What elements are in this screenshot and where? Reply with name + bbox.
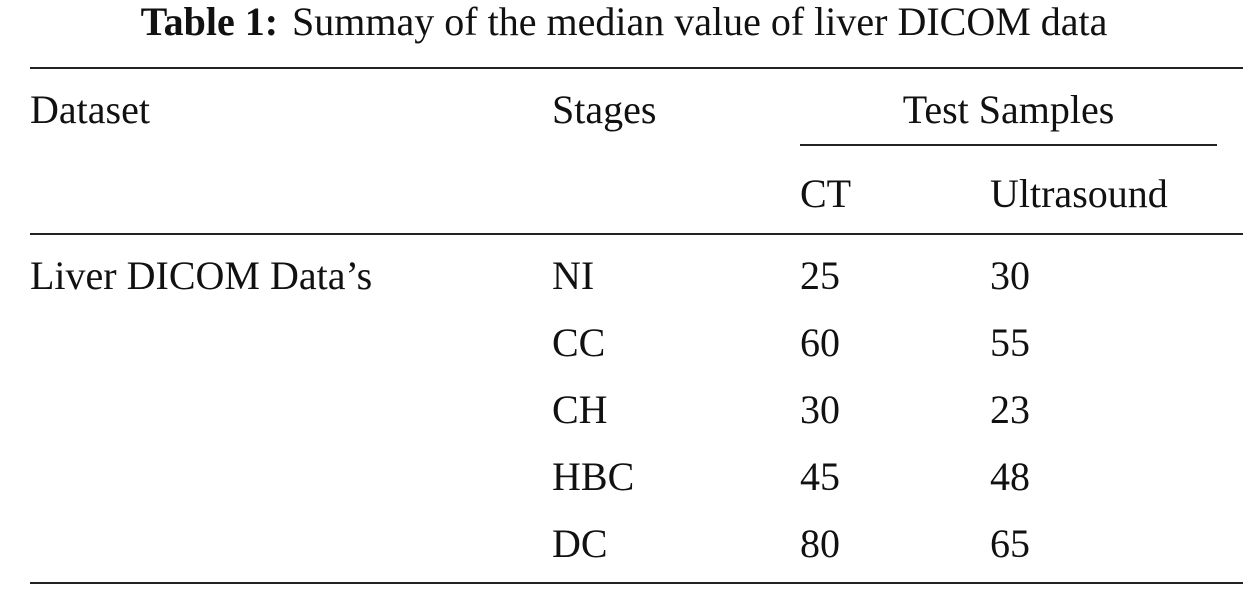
- header-cell: Stages: [552, 87, 657, 132]
- value-cell: 48: [990, 454, 1030, 499]
- value-cell: 45: [800, 454, 840, 499]
- top-rule: [30, 67, 1243, 69]
- value-cell: 80: [800, 521, 840, 566]
- value-cell: 23: [990, 387, 1030, 432]
- value-cell: 65: [990, 521, 1030, 566]
- stage-cell: HBC: [552, 454, 635, 499]
- stage-cell: CC: [552, 320, 606, 365]
- table-caption: Table 1: Summay of the median value of li…: [0, 2, 1248, 42]
- header-cell: Ultrasound: [990, 171, 1168, 216]
- stage-cell: NI: [552, 253, 595, 298]
- mid-rule: [30, 233, 1243, 235]
- value-cell: 25: [800, 253, 840, 298]
- header-cell: CT: [800, 171, 852, 216]
- value-cell: 55: [990, 320, 1030, 365]
- stage-cell: CH: [552, 387, 608, 432]
- stage-cell: DC: [552, 521, 608, 566]
- caption-label: Table 1:: [140, 0, 279, 44]
- value-cell: 60: [800, 320, 840, 365]
- value-cell: 30: [990, 253, 1030, 298]
- header-cell: Dataset: [30, 87, 150, 132]
- header-group: Test Samples: [902, 87, 1115, 132]
- group-rule: [800, 144, 1217, 146]
- caption-text: Summay of the median value of liver DICO…: [292, 0, 1108, 44]
- value-cell: 30: [800, 387, 840, 432]
- dataset-cell: Liver DICOM Data’s: [30, 253, 373, 298]
- bottom-rule: [30, 582, 1243, 584]
